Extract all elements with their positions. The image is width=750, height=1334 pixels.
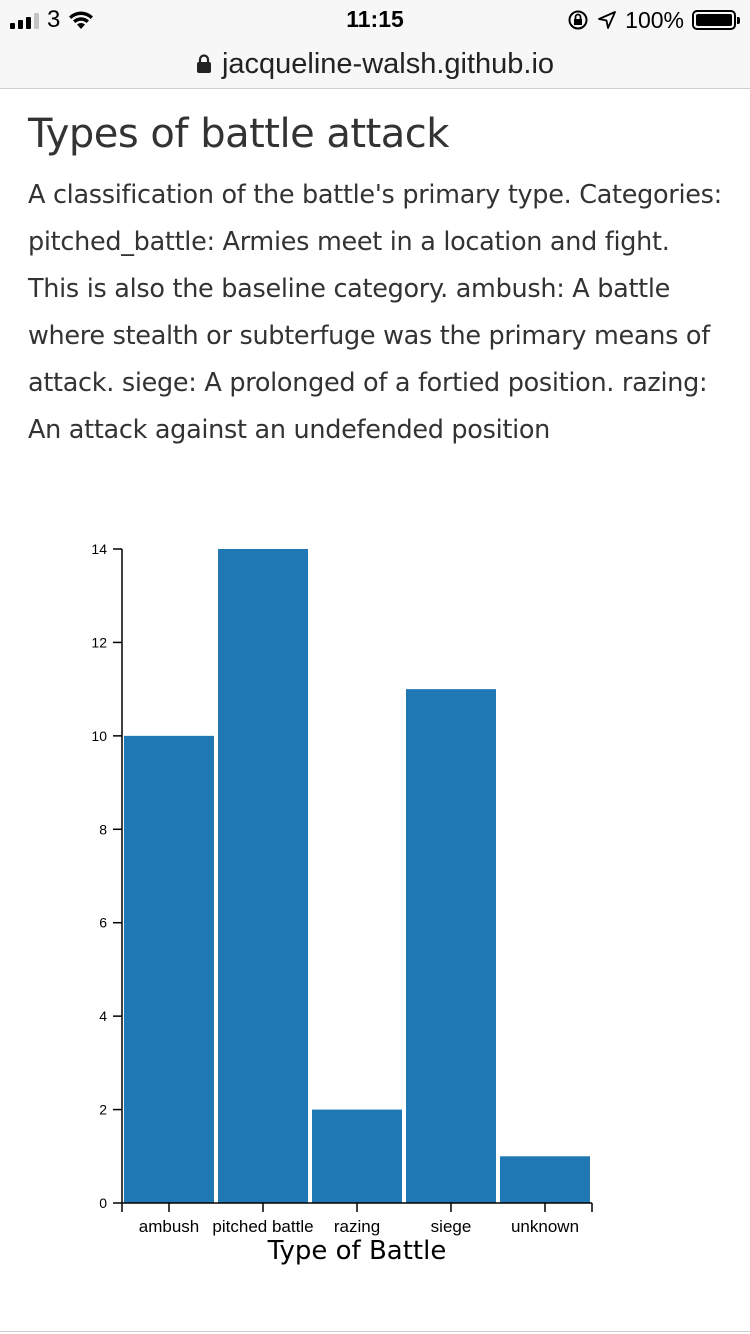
x-axis-title: Type of Battle bbox=[267, 1236, 447, 1266]
bar-unknown bbox=[500, 1156, 590, 1203]
location-arrow-icon bbox=[598, 11, 617, 29]
x-tick-label: razing bbox=[334, 1217, 380, 1236]
status-bar: 3 11:15 100% bbox=[0, 0, 750, 40]
bar-siege bbox=[406, 689, 496, 1203]
bar-ambush bbox=[124, 735, 214, 1203]
page-title: Types of battle attack bbox=[28, 111, 449, 157]
x-tick-label: siege bbox=[431, 1217, 472, 1236]
status-left: 3 bbox=[10, 6, 94, 34]
rotation-lock-icon bbox=[568, 10, 588, 30]
status-right: 100% bbox=[567, 6, 740, 34]
status-time: 11:15 bbox=[346, 6, 404, 32]
url-text[interactable]: jacqueline-walsh.github.io bbox=[221, 47, 555, 80]
page-content: Types of battle attack A classification … bbox=[28, 108, 728, 454]
x-tick-label: unknown bbox=[511, 1217, 579, 1236]
wifi-icon bbox=[69, 11, 94, 29]
bar-pitched-battle bbox=[218, 549, 308, 1203]
y-tick-label: 10 bbox=[91, 728, 107, 744]
page-description: A classification of the battle's primary… bbox=[28, 180, 722, 445]
y-tick-label: 8 bbox=[99, 821, 107, 837]
carrier-label: 3 bbox=[47, 6, 61, 33]
battery-icon bbox=[692, 10, 740, 30]
bottom-divider bbox=[0, 1331, 750, 1332]
signal-strength-icon bbox=[10, 11, 39, 29]
y-tick-label: 12 bbox=[91, 634, 107, 650]
y-tick-label: 0 bbox=[99, 1195, 107, 1211]
y-tick-label: 2 bbox=[99, 1102, 107, 1118]
url-bar[interactable]: jacqueline-walsh.github.io bbox=[0, 40, 750, 89]
y-tick-label: 6 bbox=[99, 915, 107, 931]
x-tick-label: ambush bbox=[139, 1217, 199, 1236]
battery-percent: 100% bbox=[625, 6, 684, 33]
y-tick-label: 4 bbox=[99, 1008, 107, 1024]
bar-razing bbox=[312, 1109, 402, 1203]
lock-icon bbox=[196, 54, 211, 73]
y-tick-label: 14 bbox=[91, 541, 107, 557]
x-tick-label: pitched battle bbox=[212, 1217, 313, 1236]
bar-chart: 0 2 4 6 8 10 12 14 ambush pitched battle razing sie… bbox=[91, 541, 593, 1266]
